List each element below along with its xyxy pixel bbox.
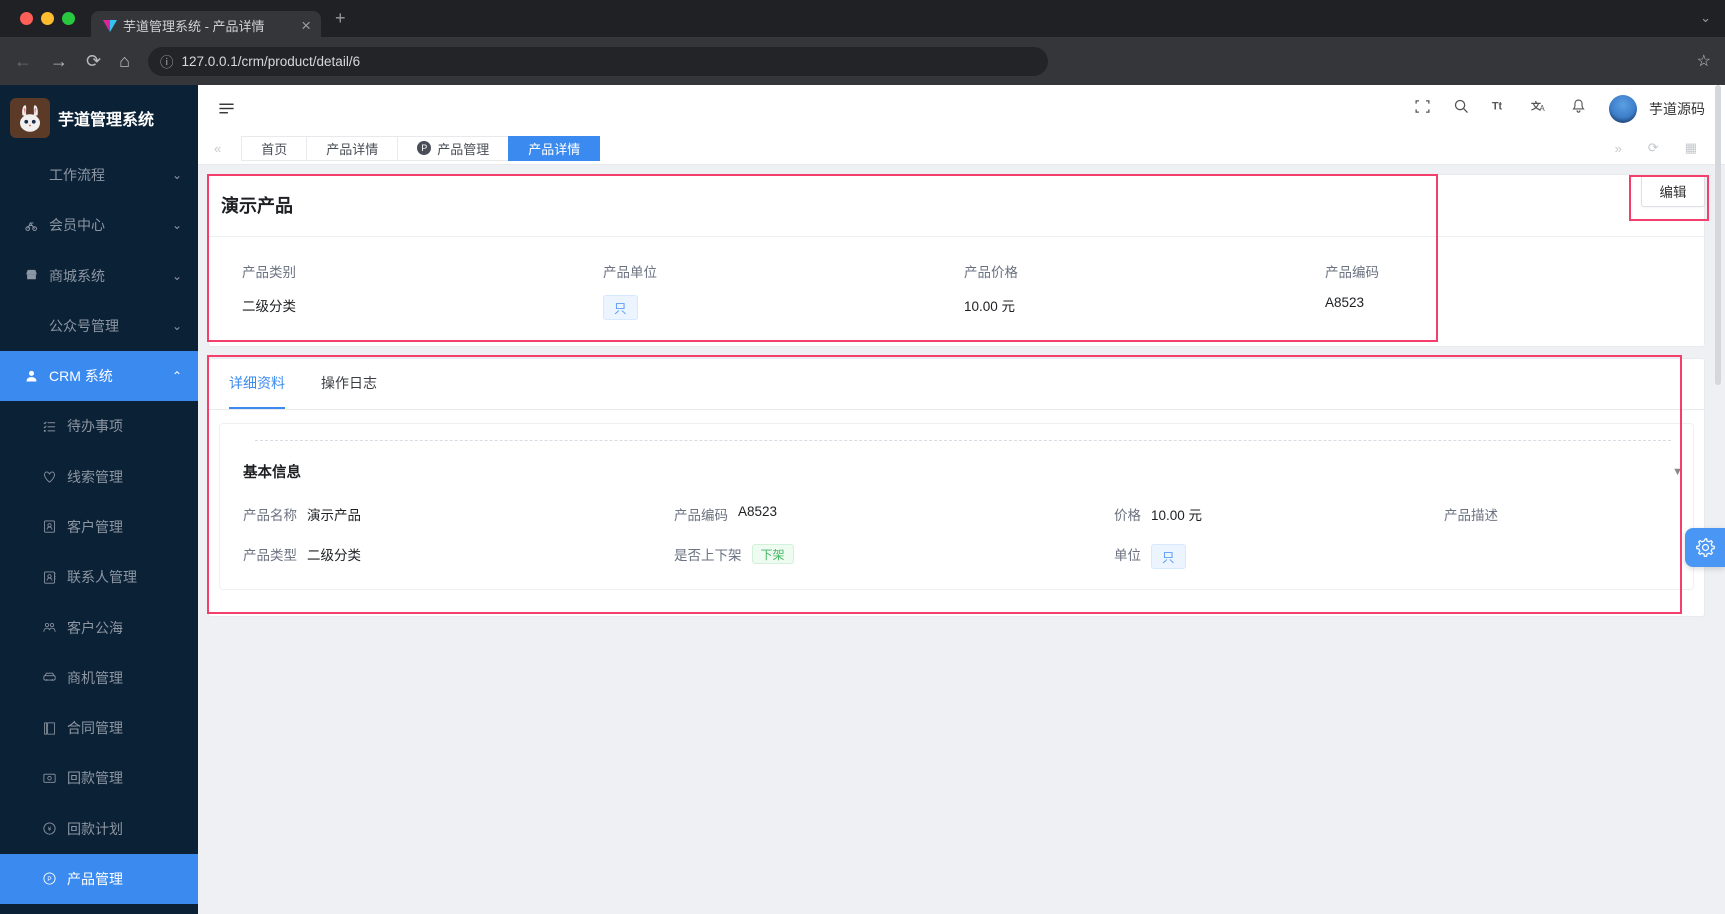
svg-text:¥: ¥ <box>48 826 52 833</box>
svg-text:A: A <box>1540 103 1546 112</box>
svg-text:P: P <box>47 876 51 883</box>
svg-text:Tt: Tt <box>1492 100 1502 112</box>
